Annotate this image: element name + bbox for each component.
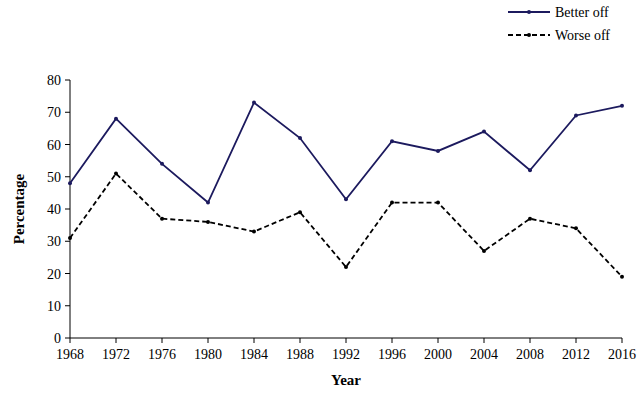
x-tick-label: 1972 — [102, 347, 130, 362]
x-tick-label: 1976 — [148, 347, 176, 362]
point — [298, 136, 302, 140]
x-tick — [392, 338, 393, 343]
x-tick — [254, 338, 255, 343]
x-tick-label: 2012 — [562, 347, 590, 362]
y-tick-label: 10 — [47, 299, 61, 314]
y-tick-label: 0 — [54, 331, 61, 346]
x-tick-label: 1984 — [240, 347, 268, 362]
series-line — [70, 103, 622, 203]
y-tick — [65, 112, 70, 113]
y-tick-label: 70 — [47, 105, 61, 120]
point — [390, 139, 394, 143]
x-tick-label: 2008 — [516, 347, 544, 362]
point — [160, 217, 164, 221]
point — [114, 117, 118, 121]
x-tick-label: 2000 — [424, 347, 452, 362]
x-tick — [116, 338, 117, 343]
y-tick — [65, 273, 70, 274]
x-tick — [438, 338, 439, 343]
point — [620, 275, 624, 279]
point — [574, 113, 578, 117]
point — [252, 230, 256, 234]
point — [160, 162, 164, 166]
point — [68, 236, 72, 240]
y-tick-label: 60 — [47, 138, 61, 153]
series-line — [70, 174, 622, 277]
y-axis-label: Percentage — [11, 173, 27, 244]
x-tick-label: 2004 — [470, 347, 498, 362]
x-axis-label: Year — [331, 372, 361, 388]
y-tick-label: 30 — [47, 234, 61, 249]
y-tick-label: 50 — [47, 170, 61, 185]
x-tick-label: 1968 — [56, 347, 84, 362]
x-tick — [208, 338, 209, 343]
point — [298, 210, 302, 214]
chart: 0 10 20 30 40 50 60 70 80 1968 1972 1976 1980 1984 198… — [0, 0, 640, 400]
point — [436, 149, 440, 153]
x-tick — [622, 338, 623, 343]
point — [390, 201, 394, 205]
y-tick — [65, 241, 70, 242]
x-tick — [300, 338, 301, 343]
y-tick — [65, 80, 70, 81]
point — [206, 201, 210, 205]
y-tick-label: 20 — [47, 267, 61, 282]
y-tick-label: 80 — [47, 73, 61, 88]
y-tick — [65, 305, 70, 306]
x-tick-label: 1988 — [286, 347, 314, 362]
point — [344, 197, 348, 201]
point — [620, 104, 624, 108]
point — [482, 130, 486, 134]
x-tick-label: 2016 — [608, 347, 636, 362]
x-tick — [484, 338, 485, 343]
y-tick — [65, 176, 70, 177]
point — [574, 226, 578, 230]
point — [68, 181, 72, 185]
point — [528, 217, 532, 221]
y-tick — [65, 209, 70, 210]
y-tick — [65, 338, 70, 339]
point — [528, 168, 532, 172]
x-tick — [70, 338, 71, 343]
point — [206, 220, 210, 224]
x-tick — [576, 338, 577, 343]
legend-label: Better off — [555, 5, 609, 20]
legend-marker — [527, 33, 531, 37]
x-tick — [530, 338, 531, 343]
y-tick-label: 40 — [47, 202, 61, 217]
y-tick — [65, 144, 70, 145]
point — [482, 249, 486, 253]
point — [344, 265, 348, 269]
x-tick-label: 1996 — [378, 347, 406, 362]
x-tick — [162, 338, 163, 343]
x-tick — [346, 338, 347, 343]
point — [252, 101, 256, 105]
legend-marker — [527, 10, 531, 14]
x-tick-label: 1992 — [332, 347, 360, 362]
point — [114, 172, 118, 176]
legend-label: Worse off — [555, 28, 610, 43]
legend: Better off Worse off — [508, 5, 610, 43]
point — [436, 201, 440, 205]
plot-area — [68, 101, 624, 279]
x-tick-label: 1980 — [194, 347, 222, 362]
